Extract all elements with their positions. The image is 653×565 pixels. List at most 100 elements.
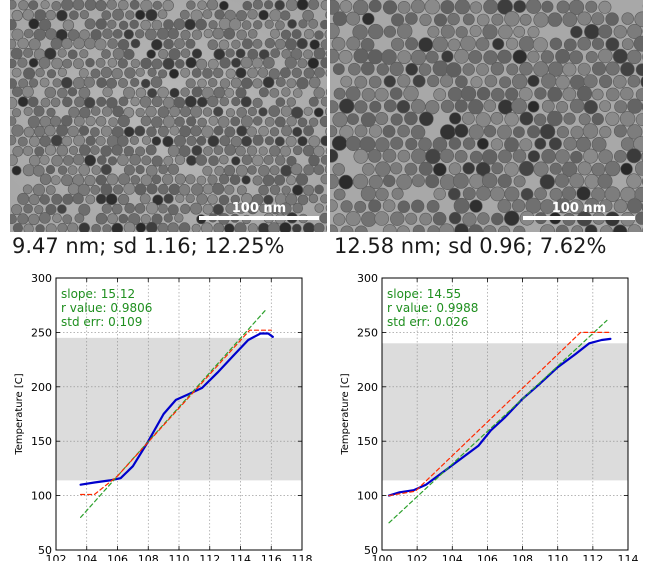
nanoparticle [108,214,118,224]
nanoparticle [29,19,39,29]
nanoparticle [47,108,56,117]
nanoparticle [592,38,604,50]
nanoparticle [281,126,291,136]
nanoparticle [627,174,642,189]
nanoparticle [419,38,433,52]
nanoparticle [96,116,106,126]
nanoparticle [22,86,33,97]
nanoparticle [562,187,576,201]
nanoparticle [141,20,151,30]
nanoparticle [309,97,318,106]
nanoparticle [192,49,202,59]
nanoparticle [375,212,389,226]
nanoparticle [187,136,197,146]
nanoparticle [218,116,229,127]
nanoparticle [578,162,591,175]
nanoparticle [355,76,367,88]
nanoparticle [147,127,157,137]
nanoparticle [287,79,296,88]
nanoparticle [219,40,229,50]
nanoparticle [477,14,489,26]
y-tick-label: 100 [31,490,52,503]
nanoparticle [498,50,512,64]
nanoparticle [390,212,404,226]
nanoparticle [280,146,290,156]
nanoparticle [118,115,130,127]
nanoparticle [108,58,117,67]
nanoparticle [427,200,439,212]
nanoparticle [528,151,540,163]
nanoparticle [498,25,512,39]
nanoparticle [103,29,113,39]
nanoparticle [112,68,123,79]
nanoparticle [476,38,489,51]
nanoparticle [208,78,217,87]
nanoparticle [24,107,33,116]
nanoparticle [563,88,576,101]
nanoparticle [180,10,189,19]
nanoparticle [152,156,163,167]
nanoparticle [505,11,520,26]
nanoparticle [369,0,381,12]
y-tick-label: 200 [31,381,52,394]
nanoparticle [606,112,620,126]
nanoparticle [498,150,511,163]
nanoparticle [169,184,180,195]
nanoparticle [627,149,641,163]
nanoparticle [101,67,112,78]
nanoparticle [29,136,39,146]
nanoparticle [448,87,462,101]
nanoparticle [333,163,345,175]
nanoparticle [493,38,504,49]
nanoparticle [527,126,539,138]
nanoparticle [275,117,285,127]
nanoparticle [68,223,78,232]
nanoparticle [420,213,432,225]
nanoparticle [209,116,218,125]
nanoparticle [175,117,185,127]
nanoparticle [23,146,33,156]
nanoparticle [622,39,633,50]
nanoparticle [225,185,235,195]
nanoparticle [35,205,44,214]
nanoparticle [125,203,135,213]
nanoparticle [570,99,584,113]
nanoparticle [146,165,157,176]
nanoparticle [404,112,417,125]
nanoparticle [236,49,245,58]
nanoparticle [434,89,446,101]
nanoparticle [514,26,525,37]
nanoparticle [53,79,62,88]
nanoparticle [124,146,134,156]
nanoparticle [224,28,235,39]
nanoparticle [427,75,439,87]
nanoparticle [334,189,345,200]
nanoparticle [406,138,418,150]
nanoparticle [224,165,235,176]
nanoparticle [309,118,318,127]
nanoparticle [112,145,123,156]
nanoparticle [108,39,118,49]
nanoparticle [514,0,526,12]
nanoparticle [583,124,598,139]
nanoparticle [176,194,185,203]
nanoparticle [513,50,527,64]
nanoparticle [29,39,40,50]
nanoparticle [203,146,212,155]
nanoparticle [214,87,225,98]
nanoparticle [541,74,556,89]
nanoparticle [376,188,389,201]
nanoparticle [383,175,395,187]
nanoparticle [304,126,314,136]
nanoparticle [412,175,424,187]
nanoparticle [441,25,454,38]
nanoparticle [598,49,612,63]
nanoparticle [141,79,150,88]
nanoparticle [232,40,241,49]
nanoparticle [469,125,484,140]
nanoparticle [361,113,375,127]
nanoparticle [10,59,16,68]
nanoparticle [586,51,597,62]
nanoparticle [425,0,440,14]
